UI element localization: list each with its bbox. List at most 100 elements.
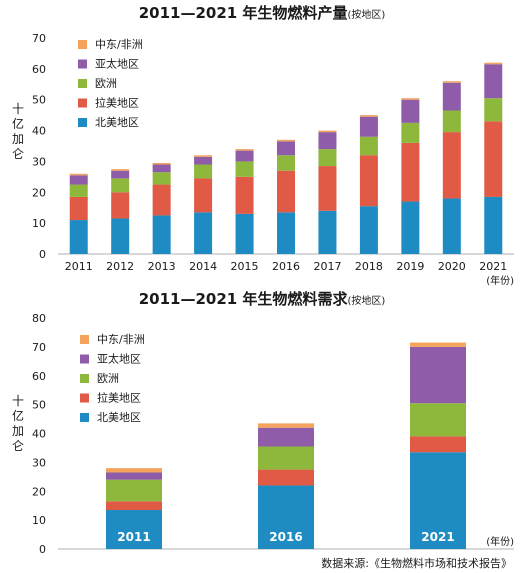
chart1-bar-2017-segment	[318, 130, 337, 133]
chart2-legend-label: 亚太地区	[97, 353, 141, 366]
chart1-bar-2015-segment	[235, 176, 254, 214]
chart1-bar-2012-segment	[111, 169, 130, 171]
chart2-x-unit-label: (年份)	[486, 535, 514, 548]
chart1-x-tick: 2011	[65, 260, 93, 273]
chart2-legend-label: 欧洲	[97, 372, 119, 385]
chart1-bar-2018-segment	[359, 115, 378, 117]
chart1-bar-2011-segment	[69, 220, 88, 254]
chart1-x-tick: 2017	[313, 260, 341, 273]
chart1-bar-2013-segment	[152, 172, 171, 185]
chart1-x-tick: 2013	[148, 260, 176, 273]
chart2-y-tick: 50	[32, 399, 46, 412]
chart1-bar-2012-segment	[111, 170, 130, 179]
chart2-x-tick: 2021	[421, 530, 454, 544]
chart1-x-tick: 2020	[438, 260, 466, 273]
chart1-bar-2019-segment	[401, 99, 420, 123]
chart1-bar-2015-segment	[235, 213, 254, 254]
chart2-bar-2011-segment	[106, 472, 162, 480]
chart1-y-axis-label: 十亿加仑	[12, 102, 24, 161]
chart1-bar-2020-segment	[442, 132, 461, 199]
chart1-bar-2013-segment	[152, 215, 171, 254]
chart2-bar-2021-segment	[410, 436, 466, 453]
chart2-bar-2011-segment	[106, 479, 162, 502]
chart1-x-tick: 2014	[189, 260, 217, 273]
chart1-legend-label: 北美地区	[95, 116, 139, 129]
chart2-legend-swatch	[80, 413, 89, 422]
chart1-bar-2016-segment	[277, 155, 295, 171]
chart2-y-tick: 80	[32, 312, 46, 325]
chart1-bar-2017-segment	[318, 149, 337, 167]
chart2-legend-label: 拉美地区	[97, 391, 141, 405]
chart1-legend-swatch	[78, 59, 87, 69]
chart1-bar-2017-segment	[318, 210, 337, 254]
chart1-legend-label: 欧洲	[95, 77, 117, 90]
chart1-legend-swatch	[78, 40, 87, 49]
chart1-y-tick: 40	[32, 125, 46, 138]
chart1-x-tick: 2019	[396, 260, 424, 273]
chart1-bar-2018-segment	[359, 206, 378, 254]
chart1-legend-label: 拉美地区	[95, 96, 139, 110]
chart1-bar-2019-segment	[401, 201, 420, 254]
chart1-bar-2014-segment	[194, 212, 213, 254]
chart1-bar-2019-segment	[401, 98, 420, 100]
chart1-bar-2011-segment	[69, 196, 88, 221]
chart1-bar-2018-segment	[359, 116, 378, 137]
chart1-bar-2011-segment	[69, 173, 88, 176]
chart2-bar-2021-segment	[410, 452, 466, 549]
chart2-y-tick: 20	[32, 485, 46, 498]
chart1-bar-2018-segment	[359, 136, 378, 156]
chart1-y-tick: 30	[32, 155, 46, 168]
chart1-bar-2015-segment	[235, 149, 254, 151]
chart1-bar-2017-segment	[318, 132, 337, 150]
chart2-y-tick: 10	[32, 514, 46, 527]
chart1-bar-2014-segment	[194, 156, 213, 165]
chart2-bar-2021-segment	[410, 403, 466, 437]
chart2-bar-2011-segment	[106, 501, 162, 511]
chart2-legend-swatch	[80, 374, 89, 383]
chart1-bar-2012-segment	[111, 218, 130, 254]
chart1-bar-2020-segment	[442, 81, 461, 83]
chart2-x-tick: 2016	[269, 530, 302, 544]
chart1-bar-2013-segment	[152, 164, 171, 173]
chart1-bar-2013-segment	[152, 162, 171, 165]
chart1-bar-2019-segment	[401, 142, 420, 202]
chart1-bar-2018-segment	[359, 155, 378, 207]
chart2-y-tick: 0	[39, 543, 46, 556]
chart2-bar-2011-segment	[106, 468, 162, 473]
chart1-title: 2011—2021 年生物燃料产量(按地区)	[139, 4, 386, 22]
chart1-bar-2016-segment	[277, 139, 295, 142]
chart1-bar-2015-segment	[235, 161, 254, 177]
chart1-x-tick: 2016	[272, 260, 300, 273]
chart2-legend-swatch	[80, 354, 89, 364]
chart1-bar-2011-segment	[69, 184, 88, 197]
chart1-y-tick: 50	[32, 94, 46, 107]
chart1-bar-2019-segment	[401, 122, 420, 143]
chart2-legend-swatch	[80, 393, 89, 403]
chart1-bar-2013-segment	[152, 184, 171, 216]
chart1-bar-2014-segment	[194, 164, 213, 179]
chart2-legend-swatch	[80, 335, 89, 344]
chart2-bar-2016-segment	[258, 469, 314, 486]
chart1-legend-label: 中东/非洲	[95, 38, 143, 51]
chart1-bar-2021-segment	[484, 196, 503, 254]
chart1-bar-2020-segment	[442, 110, 461, 133]
chart2-bar-2016-segment	[258, 446, 314, 470]
chart2-y-tick: 60	[32, 370, 46, 383]
chart1-y-tick: 10	[32, 217, 46, 230]
chart1-x-tick: 2012	[106, 260, 134, 273]
chart1-y-tick: 70	[32, 32, 46, 45]
chart2-bar-2016-segment	[258, 423, 314, 428]
chart2-y-axis-label: 十亿加仑	[12, 394, 24, 453]
chart1-bar-2017-segment	[318, 166, 337, 211]
chart1-bar-2012-segment	[111, 192, 130, 219]
chart1-bar-2016-segment	[277, 141, 295, 156]
chart1-x-tick: 2021	[479, 260, 507, 273]
chart1-bar-2015-segment	[235, 150, 254, 162]
chart1-bar-2016-segment	[277, 212, 295, 254]
chart2-y-tick: 30	[32, 456, 46, 469]
chart1-y-tick: 0	[39, 248, 46, 261]
chart1-legend-swatch	[78, 79, 87, 88]
chart1-bar-2016-segment	[277, 170, 295, 213]
